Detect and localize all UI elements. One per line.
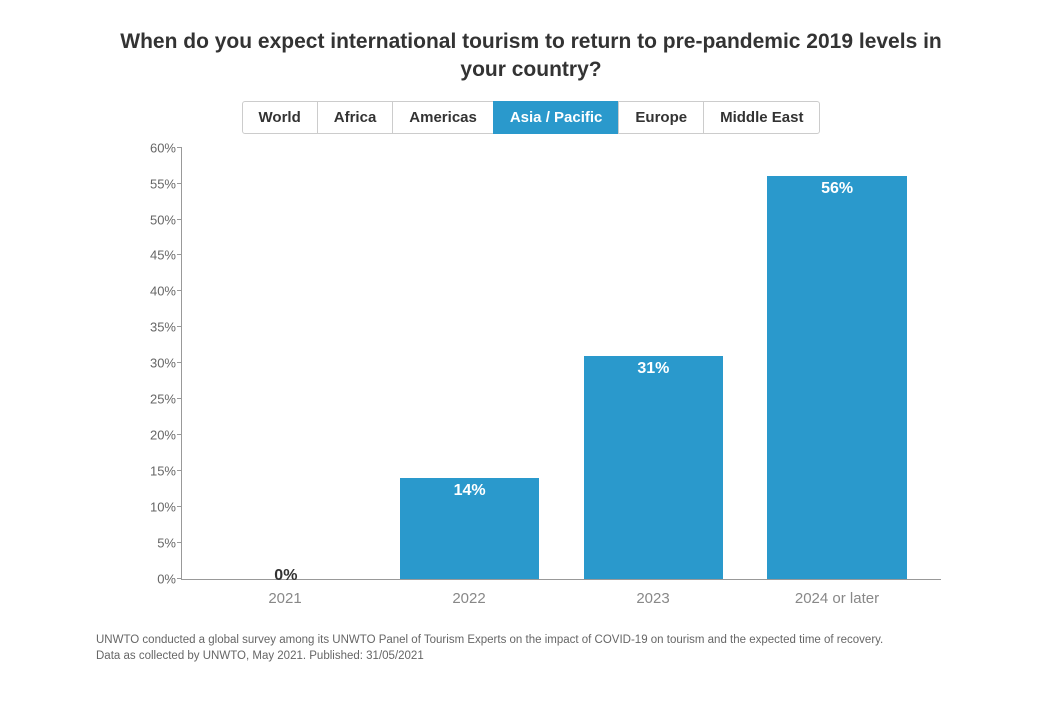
- chart-title: When do you expect international tourism…: [101, 28, 961, 85]
- bar: 56%: [767, 176, 907, 578]
- footnote-line-2: Data as collected by UNWTO, May 2021. Pu…: [96, 648, 996, 665]
- ytick-mark: [177, 219, 182, 220]
- ytick-label: 30%: [130, 356, 176, 371]
- x-axis-label: 2021: [193, 580, 377, 618]
- ytick-mark: [177, 470, 182, 471]
- ytick-label: 0%: [130, 571, 176, 586]
- tab-europe[interactable]: Europe: [618, 101, 704, 134]
- footnote-line-1: UNWTO conducted a global survey among it…: [96, 632, 996, 649]
- tab-asia-pacific[interactable]: Asia / Pacific: [493, 101, 620, 134]
- ytick-mark: [177, 254, 182, 255]
- bars-container: 0% 14% 31% 56%: [182, 148, 941, 579]
- ytick-mark: [177, 183, 182, 184]
- ytick-label: 40%: [130, 284, 176, 299]
- tab-africa[interactable]: Africa: [317, 101, 394, 134]
- bar-slot: 14%: [378, 148, 562, 579]
- chart-footnote: UNWTO conducted a global survey among it…: [96, 632, 996, 665]
- x-axis-label: 2022: [377, 580, 561, 618]
- tab-world[interactable]: World: [242, 101, 318, 134]
- ytick-mark: [177, 578, 182, 579]
- ytick-label: 15%: [130, 463, 176, 478]
- ytick-mark: [177, 147, 182, 148]
- tab-middle-east[interactable]: Middle East: [703, 101, 820, 134]
- ytick-mark: [177, 290, 182, 291]
- bar-slot: 0%: [194, 148, 378, 579]
- ytick-label: 55%: [130, 176, 176, 191]
- ytick-label: 50%: [130, 212, 176, 227]
- bar: 31%: [584, 356, 724, 579]
- ytick-label: 60%: [130, 140, 176, 155]
- ytick-mark: [177, 398, 182, 399]
- chart-area: 0% 14% 31% 56% 0% 5% 10% 15% 20% 25% 30% 35% 40% 45%…: [121, 148, 941, 618]
- x-axis-labels: 2021202220232024 or later: [181, 580, 941, 618]
- x-axis-label: 2024 or later: [745, 580, 929, 618]
- bar-slot: 31%: [562, 148, 746, 579]
- x-axis-label: 2023: [561, 580, 745, 618]
- tab-americas[interactable]: Americas: [392, 101, 494, 134]
- bar-value-label: 14%: [454, 482, 486, 500]
- bar-slot: 56%: [745, 148, 929, 579]
- bar: 14%: [400, 478, 540, 579]
- ytick-label: 25%: [130, 392, 176, 407]
- ytick-label: 5%: [130, 535, 176, 550]
- plot-region: 0%14%31%56% 0%5%10%15%20%25%30%35%40%45%…: [181, 148, 941, 580]
- ytick-label: 45%: [130, 248, 176, 263]
- ytick-mark: [177, 542, 182, 543]
- ytick-label: 20%: [130, 428, 176, 443]
- ytick-mark: [177, 434, 182, 435]
- bar-value-label: 31%: [637, 360, 669, 378]
- bar-value-label: 56%: [821, 180, 853, 198]
- ytick-label: 35%: [130, 320, 176, 335]
- ytick-mark: [177, 326, 182, 327]
- ytick-mark: [177, 362, 182, 363]
- region-tabs: WorldAfricaAmericasAsia / PacificEuropeM…: [40, 101, 1022, 134]
- ytick-label: 10%: [130, 499, 176, 514]
- ytick-mark: [177, 506, 182, 507]
